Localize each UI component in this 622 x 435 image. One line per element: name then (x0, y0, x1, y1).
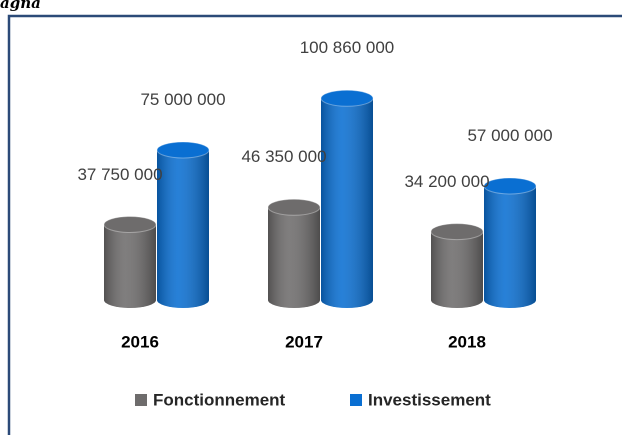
data-label: 75 000 000 (140, 90, 226, 109)
legend-swatch (350, 394, 362, 406)
bar-shade (321, 98, 373, 308)
bar-shade (268, 207, 320, 308)
bar-shade (484, 186, 536, 308)
frame-border (7, 14, 622, 435)
data-label: 100 860 000 (299, 38, 395, 58)
x-tick-label: 2017 (285, 332, 323, 351)
data-label: 34 200 000 (404, 171, 490, 191)
bar-shade (104, 224, 156, 308)
x-tick-label: 2018 (448, 332, 486, 351)
bar-shade (431, 231, 483, 308)
bar-top (103, 216, 157, 233)
legend-swatch (135, 394, 147, 406)
bar-shade (157, 150, 209, 308)
bar-top (267, 198, 321, 216)
data-label: 46 350 000 (241, 147, 327, 167)
legend-label: Fonctionnement (153, 390, 286, 409)
bar-top (483, 177, 537, 195)
bar-top (320, 89, 374, 107)
bar-top (430, 223, 484, 241)
x-tick-label: 2016 (121, 332, 159, 351)
data-label: 37 750 000 (77, 164, 163, 184)
chart-title: agna (0, 0, 41, 12)
legend-label: Investissement (368, 390, 491, 409)
bar-top (156, 141, 210, 159)
data-label: 57 000 000 (467, 126, 553, 145)
